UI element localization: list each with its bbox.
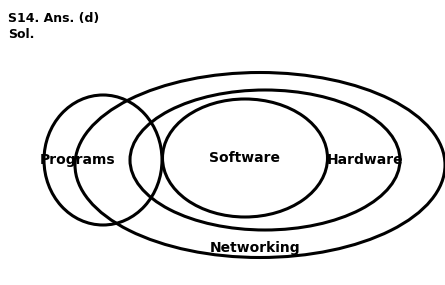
Text: Hardware: Hardware <box>327 153 403 167</box>
Text: Networking: Networking <box>210 241 300 255</box>
Text: Sol.: Sol. <box>8 28 34 41</box>
Text: S14. Ans. (d): S14. Ans. (d) <box>8 12 99 25</box>
Text: Software: Software <box>210 151 280 165</box>
Text: Programs: Programs <box>40 153 116 167</box>
